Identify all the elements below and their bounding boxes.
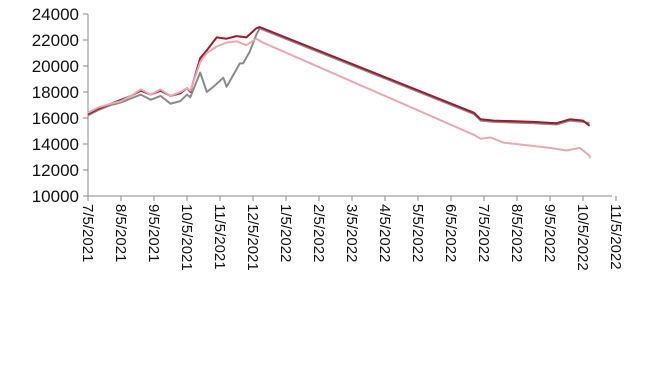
x-tick-label: 9/5/2021 <box>145 204 162 262</box>
y-tick-label: 14000 <box>32 135 79 154</box>
series-line-0 <box>87 27 590 126</box>
x-tick-label: 7/5/2022 <box>475 204 492 262</box>
x-tick-label: 8/5/2022 <box>508 204 525 262</box>
y-tick-label: 20000 <box>32 57 79 76</box>
x-tick-label: 11/5/2021 <box>211 204 228 270</box>
series-line-2 <box>87 37 591 159</box>
x-tick-label: 8/5/2021 <box>112 204 129 262</box>
x-tick-labels: 7/5/2021 8/5/2021 9/5/2021 10/5/2021 11/5/20… <box>79 196 624 271</box>
x-tick-label: 4/5/2022 <box>376 204 393 262</box>
x-tick-label: 1/5/2022 <box>277 204 294 262</box>
x-tick-label: 7/5/2021 <box>79 204 96 262</box>
x-tick-label: 9/5/2022 <box>541 204 558 262</box>
y-tick-label: 18000 <box>32 83 79 102</box>
y-tick-label: 10000 <box>32 187 79 206</box>
y-tick-label: 12000 <box>32 161 79 180</box>
y-tick-label: 16000 <box>32 109 79 128</box>
x-tick-label: 10/5/2021 <box>178 204 195 271</box>
x-tick-label: 3/5/2022 <box>343 204 360 262</box>
x-tick-label: 6/5/2022 <box>442 204 459 262</box>
x-tick-label: 11/5/2022 <box>607 204 624 270</box>
y-tick-label: 22000 <box>32 31 79 50</box>
x-tick-label: 10/5/2022 <box>574 204 591 271</box>
y-tick-label: 24000 <box>32 5 79 24</box>
y-tick-labels: 24000 22000 20000 18000 16000 14000 12000 10000 <box>32 5 88 206</box>
x-tick-label: 5/5/2022 <box>409 204 426 262</box>
series-lines <box>87 26 591 159</box>
x-tick-label: 2/5/2022 <box>310 204 327 262</box>
x-tick-label: 12/5/2021 <box>244 204 261 271</box>
